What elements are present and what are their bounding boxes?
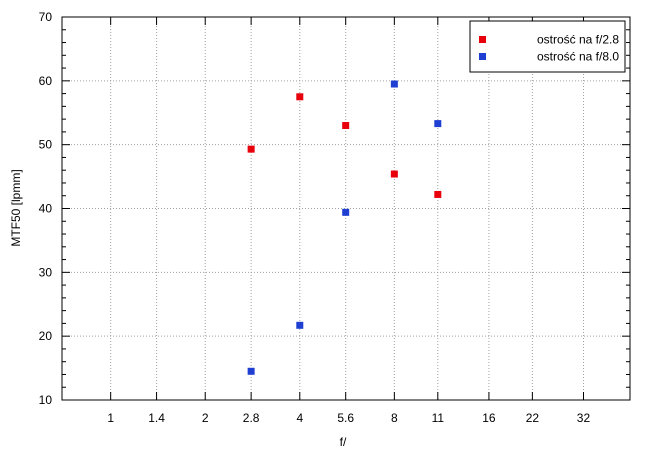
data-point-series-2: [296, 321, 304, 329]
x-tick-label: 5.6: [337, 411, 354, 425]
y-tick-label: 70: [39, 10, 53, 24]
data-point-series-2: [434, 120, 442, 128]
legend-marker-series-1: [479, 36, 486, 43]
data-point-series-1: [342, 122, 350, 130]
data-point-series-2: [247, 367, 255, 375]
legend-label-series-2: ostrość na f/8.0: [537, 50, 619, 64]
x-tick-label: 2.8: [243, 411, 260, 425]
y-tick-label: 40: [39, 202, 53, 216]
y-tick-label: 10: [39, 393, 53, 407]
data-point-series-1: [296, 93, 304, 101]
y-tick-label: 50: [39, 138, 53, 152]
x-tick-label: 2: [202, 411, 209, 425]
x-tick-label: 22: [526, 411, 540, 425]
x-tick-label: 1: [107, 411, 114, 425]
legend-box: [469, 20, 626, 73]
x-tick-label: 11: [432, 411, 445, 425]
y-tick-label: 30: [39, 265, 53, 279]
y-axis-title: MTF50 [lpmm]: [9, 169, 23, 246]
data-point-series-2: [342, 208, 350, 216]
data-point-series-1: [247, 145, 255, 153]
data-point-series-1: [390, 170, 398, 178]
legend-marker-series-2: [479, 53, 486, 60]
x-tick-label: 32: [577, 411, 591, 425]
x-tick-label: 4: [296, 411, 303, 425]
grid: [62, 17, 630, 400]
x-tick-label: 16: [482, 411, 496, 425]
legend: ostrość na f/2.8 ostrość na f/8.0: [469, 20, 626, 73]
x-tick-label: 8: [391, 411, 398, 425]
data-points: [247, 80, 442, 375]
y-tick-label: 20: [39, 329, 53, 343]
legend-label-series-1: ostrość na f/2.8: [537, 33, 619, 47]
data-point-series-1: [434, 190, 442, 198]
axis-ticks: 10 20 30 40 50 60 70 1 1.4 2 2.8 4 5.6 8 11 16 22 32: [39, 10, 630, 425]
x-axis-title: f/: [340, 435, 347, 449]
data-point-series-2: [390, 80, 398, 88]
y-tick-label: 60: [39, 74, 53, 88]
x-tick-label: 1.4: [148, 411, 165, 425]
